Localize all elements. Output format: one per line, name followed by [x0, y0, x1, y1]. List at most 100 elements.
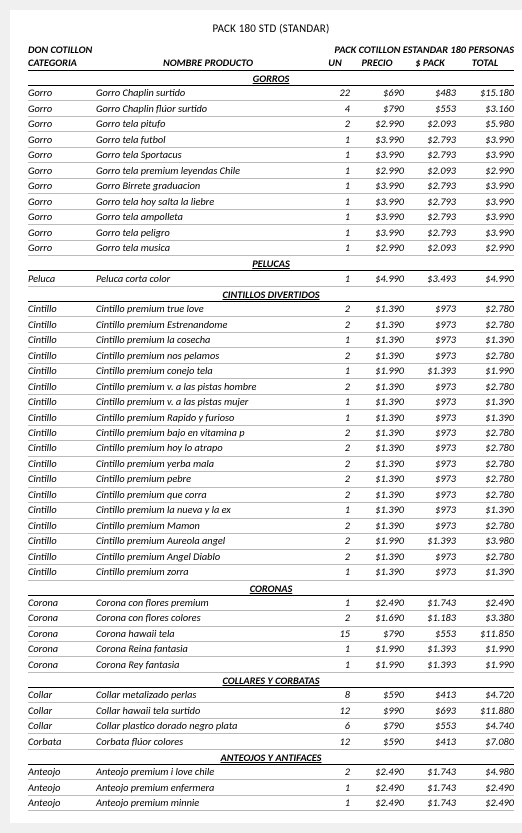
cell-total: $11.880 — [456, 704, 514, 718]
cell-precio: $1.390 — [350, 519, 404, 533]
cell-un: 2 — [320, 349, 350, 363]
cell-precio: $990 — [350, 704, 404, 718]
cell-precio: $3.990 — [350, 133, 404, 147]
cell-total: $1.390 — [456, 565, 514, 579]
table-row: CoronaCorona Rey fantasia1$1.990$1.393$1… — [28, 657, 514, 672]
cell-nombre: Cintillo premium que corra — [96, 488, 320, 502]
cell-pack: $973 — [404, 457, 456, 471]
cell-pack: $2.093 — [404, 117, 456, 131]
cell-total: $2.780 — [456, 302, 514, 316]
cell-nombre: Gorro Chaplin flúor surtido — [96, 102, 320, 116]
cell-total: $3.990 — [456, 133, 514, 147]
cell-pack: $2.793 — [404, 226, 456, 240]
table-row: CollarCollar plastico dorado negro plata… — [28, 719, 514, 734]
cell-total: $2.780 — [456, 472, 514, 486]
cell-total: $2.780 — [456, 318, 514, 332]
table-row: CintilloCintillo premium Angel Diablo2$1… — [28, 550, 514, 565]
cell-categoria: Gorro — [28, 102, 96, 116]
cell-un: 2 — [320, 426, 350, 440]
cell-nombre: Collar hawaii tela surtido — [96, 704, 320, 718]
cell-total: $2.780 — [456, 488, 514, 502]
table-row: CollarCollar metalizado perlas8$590$413$… — [28, 688, 514, 703]
page: PACK 180 STD (STANDAR) DON COTILLON PACK… — [10, 10, 522, 823]
section-header: CINTILLOS DIVERTIDOS — [28, 287, 514, 302]
table-row: CintilloCintillo premium true love2$1.39… — [28, 302, 514, 317]
cell-total: $2.780 — [456, 349, 514, 363]
cell-un: 12 — [320, 735, 350, 749]
column-headers: CATEGORIA NOMBRE PRODUCTO UN PRECIO $ PA… — [28, 56, 514, 71]
page-title: PACK 180 STD (STANDAR) — [28, 22, 514, 35]
cell-un: 22 — [320, 86, 350, 100]
cell-categoria: Cintillo — [28, 488, 96, 502]
table-row: GorroGorro Chaplin flúor surtido4$790$55… — [28, 101, 514, 116]
cell-nombre: Anteojo premium i love chile — [96, 765, 320, 779]
cell-precio: $2.490 — [350, 596, 404, 610]
cell-nombre: Cintillo premium pebre — [96, 472, 320, 486]
cell-nombre: Cintillo premium v. a las pistas hombre — [96, 380, 320, 394]
cell-un: 8 — [320, 688, 350, 702]
cell-categoria: Gorro — [28, 210, 96, 224]
cell-nombre: Cintillo premium v. a las pistas mujer — [96, 395, 320, 409]
cell-nombre: Gorro tela musica — [96, 241, 320, 255]
cell-pack: $2.093 — [404, 241, 456, 255]
cell-categoria: Corona — [28, 596, 96, 610]
cell-categoria: Cintillo — [28, 534, 96, 548]
cell-categoria: Cintillo — [28, 503, 96, 517]
cell-un: 2 — [320, 472, 350, 486]
cell-total: $3.980 — [456, 534, 514, 548]
cell-total: $2.490 — [456, 596, 514, 610]
cell-total: $3.990 — [456, 226, 514, 240]
cell-categoria: Collar — [28, 704, 96, 718]
cell-un: 1 — [320, 364, 350, 378]
table-row: GorroGorro tela futbol1$3.990$2.793$3.99… — [28, 132, 514, 147]
cell-nombre: Gorro tela pitufo — [96, 117, 320, 131]
cell-un: 1 — [320, 596, 350, 610]
cell-nombre: Anteojo premium enfermera — [96, 781, 320, 795]
cell-precio: $1.390 — [350, 457, 404, 471]
table-row: CoronaCorona con flores premium1$2.490$1… — [28, 596, 514, 611]
table-row: CintilloCintillo premium conejo tela1$1.… — [28, 364, 514, 379]
cell-total: $3.990 — [456, 210, 514, 224]
cell-categoria: Gorro — [28, 179, 96, 193]
cell-pack: $2.793 — [404, 195, 456, 209]
cell-categoria: Corona — [28, 658, 96, 672]
cell-nombre: Corona hawaii tela — [96, 627, 320, 641]
cell-pack: $2.793 — [404, 133, 456, 147]
cell-nombre: Cintillo premium Rapido y furioso — [96, 411, 320, 425]
cell-nombre: Gorro tela peligro — [96, 226, 320, 240]
cell-pack: $973 — [404, 488, 456, 502]
cell-categoria: Gorro — [28, 241, 96, 255]
cell-pack: $1.743 — [404, 781, 456, 795]
cell-categoria: Anteojo — [28, 781, 96, 795]
cell-nombre: Cintillo premium hoy lo atrapo — [96, 441, 320, 455]
table-row: CoronaCorona hawaii tela15$790$553$11.85… — [28, 627, 514, 642]
cell-un: 1 — [320, 565, 350, 579]
cell-un: 1 — [320, 411, 350, 425]
cell-pack: $553 — [404, 627, 456, 641]
cell-categoria: Cintillo — [28, 395, 96, 409]
cell-categoria: Corona — [28, 642, 96, 656]
cell-categoria: Anteojo — [28, 765, 96, 779]
cell-total: $2.990 — [456, 164, 514, 178]
cell-categoria: Corbata — [28, 735, 96, 749]
cell-un: 1 — [320, 195, 350, 209]
cell-categoria: Cintillo — [28, 472, 96, 486]
section-header: PELUCAS — [28, 256, 514, 271]
table-row: GorroGorro tela musica1$2.990$2.093$2.99… — [28, 241, 514, 256]
cell-un: 1 — [320, 226, 350, 240]
section-header: CORONAS — [28, 581, 514, 596]
cell-pack: $973 — [404, 395, 456, 409]
cell-precio: $1.390 — [350, 333, 404, 347]
cell-nombre: Cintillo premium nos pelamos — [96, 349, 320, 363]
cell-nombre: Cintillo premium zorra — [96, 565, 320, 579]
cell-pack: $553 — [404, 719, 456, 733]
cell-precio: $2.990 — [350, 164, 404, 178]
cell-precio: $4.990 — [350, 272, 404, 286]
cell-un: 15 — [320, 627, 350, 641]
cell-total: $2.780 — [456, 550, 514, 564]
cell-pack: $2.793 — [404, 179, 456, 193]
cell-nombre: Corona con flores premium — [96, 596, 320, 610]
header-pack: $ PACK — [404, 56, 456, 69]
cell-nombre: Cintillo premium Aureola angel — [96, 534, 320, 548]
cell-categoria: Cintillo — [28, 550, 96, 564]
